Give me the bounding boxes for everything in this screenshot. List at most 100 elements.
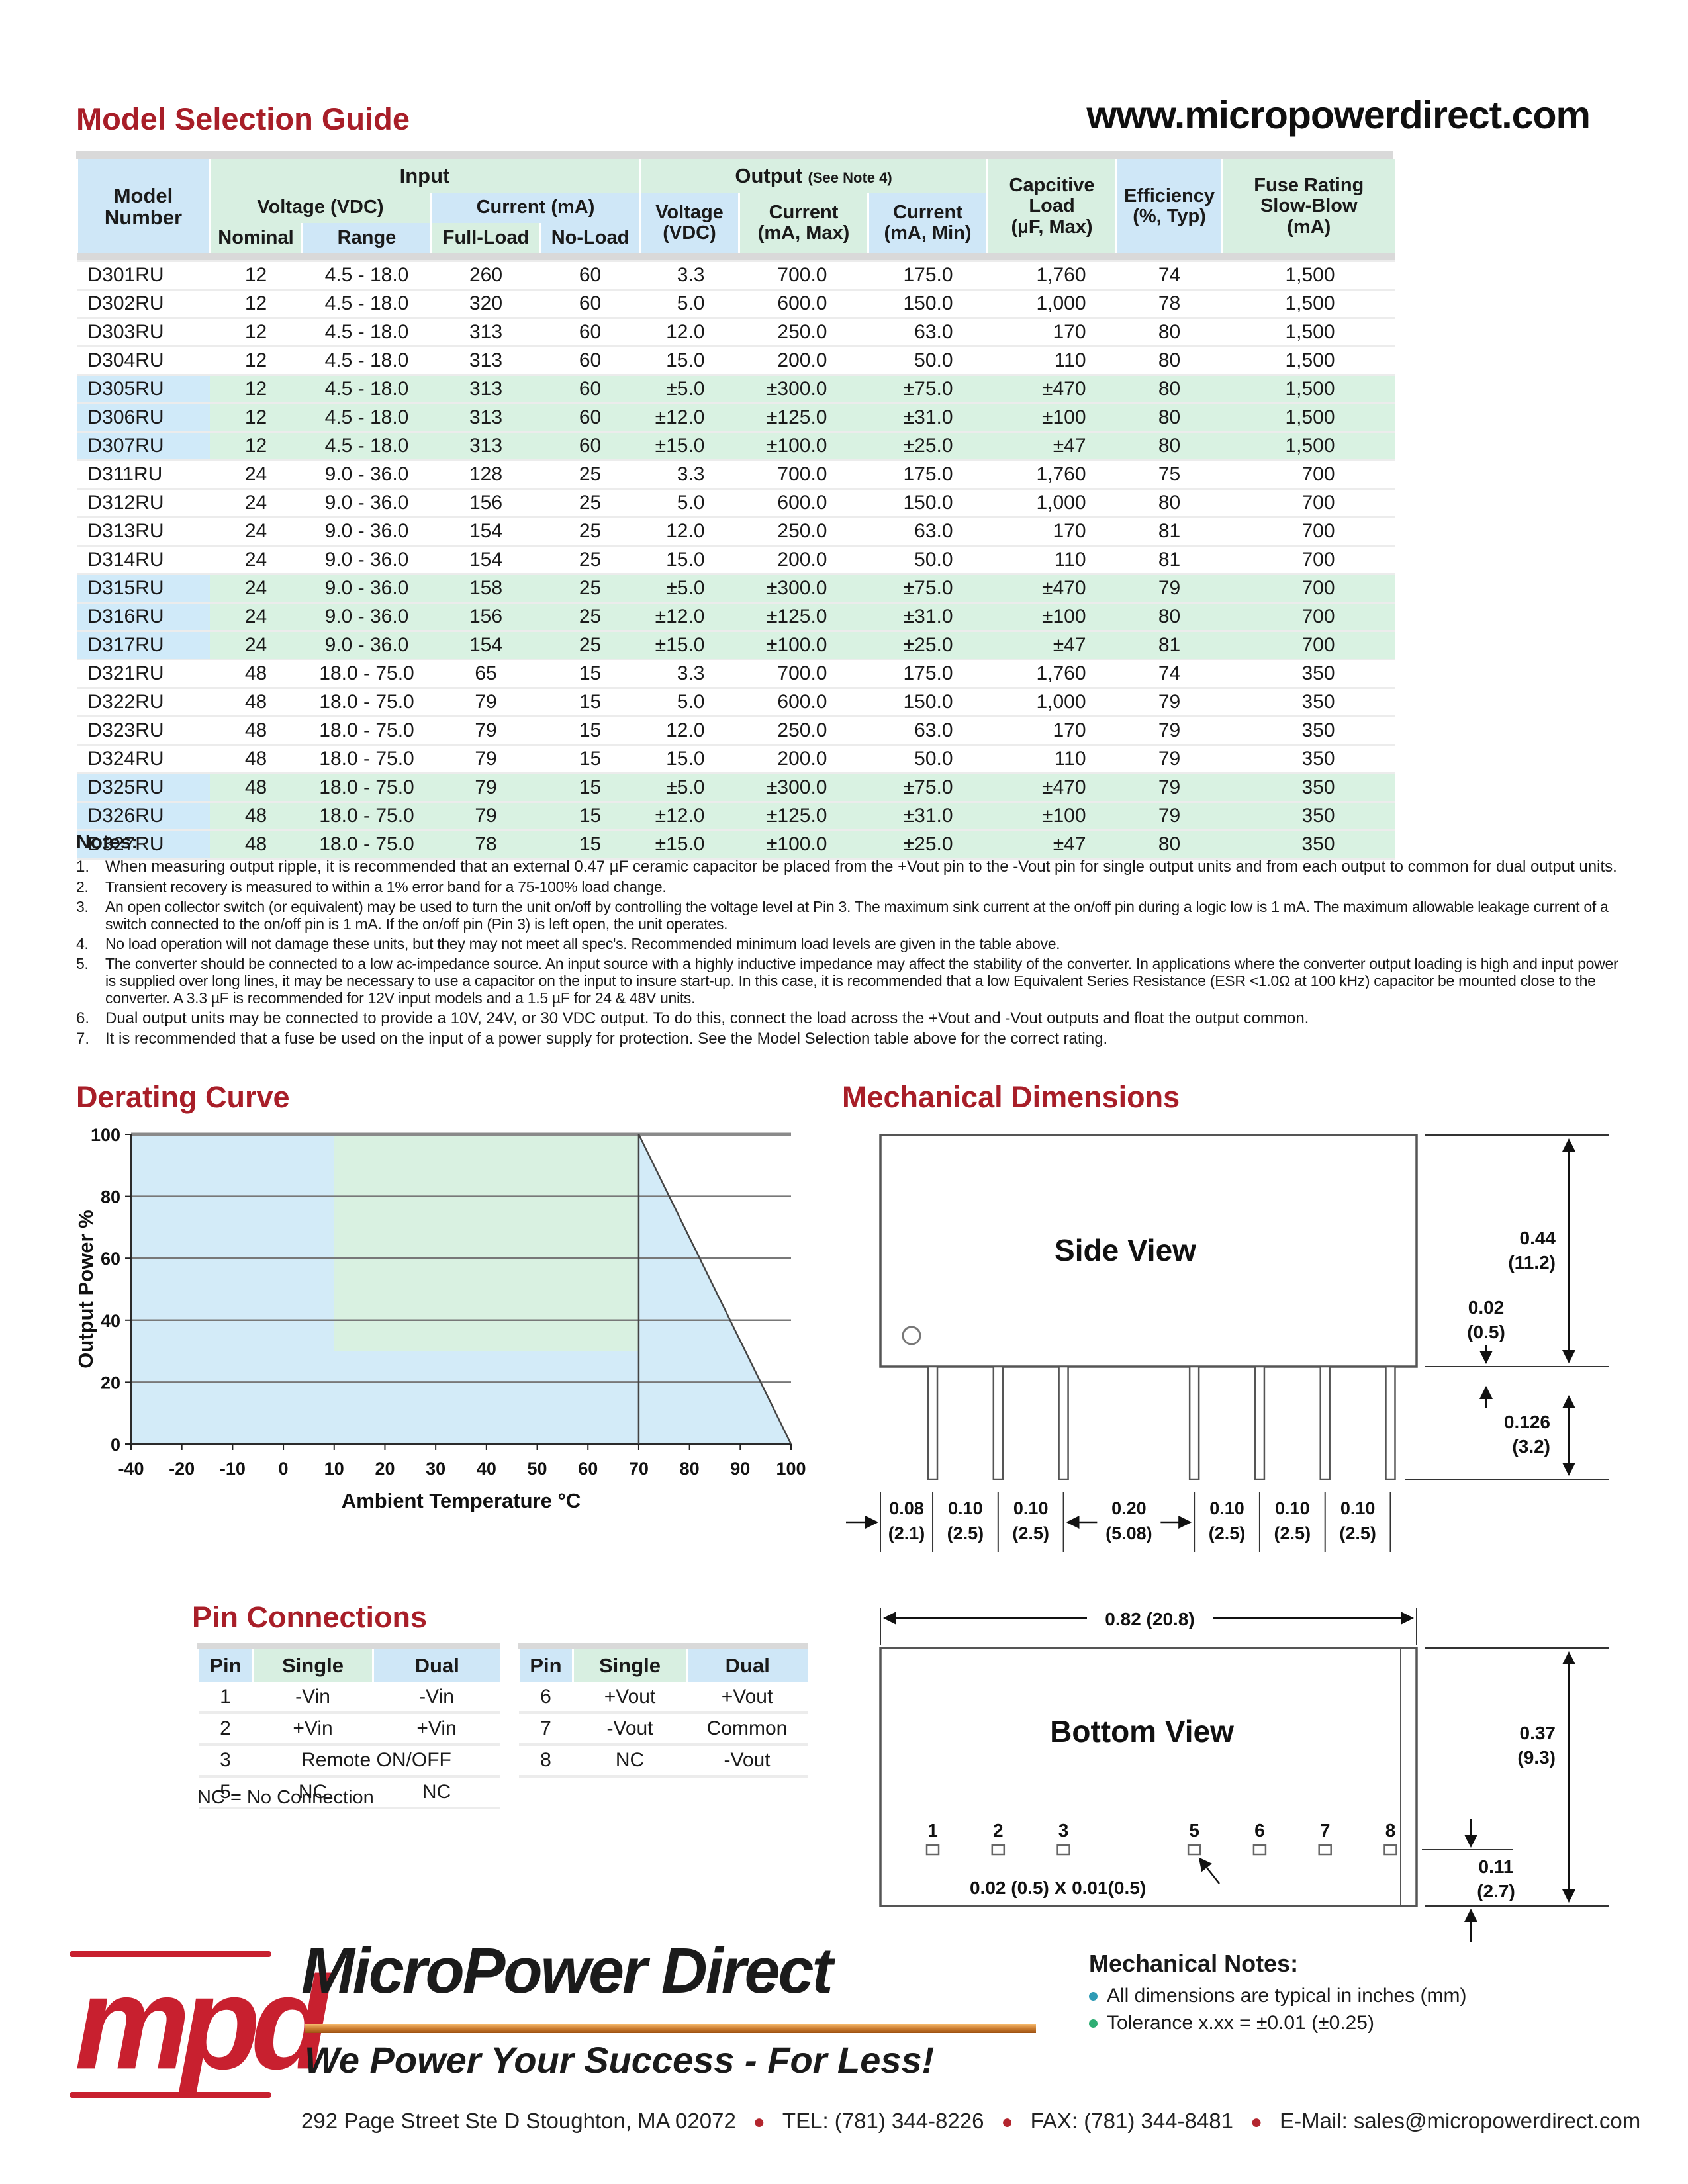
cell-ef: 81 [1116,631,1223,660]
svg-text:90: 90 [730,1459,750,1479]
note-1: 1. When measuring output ripple, it is re… [76,858,1618,876]
pin-function: NC [373,1776,500,1809]
pin-function: -Vout [573,1713,687,1746]
cell-vo: ±15.0 [639,830,739,860]
dim-pin-inset-in: 0.11 [1479,1856,1514,1877]
svg-text:1: 1 [927,1820,938,1841]
cell-vo: 12.0 [639,716,739,746]
cell-ef: 80 [1116,318,1223,347]
cell-m: D316RU [77,602,210,632]
cell-m: D317RU [77,631,210,660]
cell-vr: 4.5 - 18.0 [302,403,432,433]
cell-vo: 12.0 [639,318,739,347]
cell-fu: 1,500 [1222,261,1395,291]
bottom-view-label: Bottom View [1050,1714,1234,1749]
cell-vn: 24 [209,574,303,604]
brand-name: MicroPower Direct [301,1934,833,2007]
svg-text:(2.5): (2.5) [1274,1524,1311,1543]
cell-fu: 350 [1222,716,1395,746]
cell-imin: 50.0 [868,346,988,376]
cell-cl: 170 [987,318,1117,347]
cell-m: D327RU [77,830,210,860]
pin-table-right: Pin Single Dual 6 +Vout +Vout 7 -Vout Common 8… [518,1643,808,1778]
cell-vn: 24 [209,460,303,490]
cell-imax: 600.0 [739,289,868,319]
cell-ef: 79 [1116,801,1223,831]
side-view-drawing: Side View 0.44 (11.2) 0.02 (0.5) 0.126 (… [846,1134,1609,1552]
cell-fl: 313 [431,375,541,404]
svg-text:3: 3 [1058,1820,1069,1841]
pin-function: -Vin [252,1682,373,1714]
brand-tagline: We Power Your Success - For Less! [305,2039,935,2081]
cell-nl: 25 [540,574,640,604]
pin-function: +Vout [573,1682,687,1714]
notes-section: Notes: 1. When measuring output ripple, i… [76,831,1618,1050]
note-text: It is recommended that a fuse be used on… [105,1030,1108,1048]
address: 292 Page Street Ste D Stoughton, MA 0207… [301,2109,736,2133]
model-row-D313RU: D313RU 24 9.0 - 36.0 154 25 12.0 250.0 63.0 170 8… [77,517,1395,547]
cell-m: D314RU [77,545,210,575]
cell-imin: 150.0 [868,289,988,319]
cell-m: D322RU [77,688,210,717]
cell-vn: 24 [209,488,303,518]
bullet-dot-icon [1089,2019,1098,2028]
dim-case-height-in: 0.44 [1520,1228,1556,1248]
model-row-D326RU: D326RU 48 18.0 - 75.0 79 15 ±12.0 ±125.0 ±31.0 ±… [77,801,1395,831]
cell-fl: 154 [431,517,541,547]
note-text: Transient recovery is measured to within… [105,878,667,896]
cell-vo: 5.0 [639,488,739,518]
cell-ef: 75 [1116,460,1223,490]
bullet-dot-icon [1089,1992,1098,2001]
cell-ef: 80 [1116,375,1223,404]
svg-text:40: 40 [477,1459,496,1479]
dim-standoff-mm: (0.5) [1467,1322,1505,1342]
cell-vn: 48 [209,745,303,774]
cell-vn: 12 [209,403,303,433]
cell-vr: 18.0 - 75.0 [302,659,432,689]
cell-fu: 700 [1222,488,1395,518]
pin-function: -Vin [373,1682,500,1714]
cell-imin: ±25.0 [868,830,988,860]
cell-m: D323RU [77,716,210,746]
dim-pin-inset-mm: (2.7) [1477,1881,1515,1901]
cell-cl: ±47 [987,432,1117,461]
svg-text:60: 60 [101,1249,120,1269]
cell-imax: ±125.0 [739,602,868,632]
col-header-no-load: No-Load [539,223,640,253]
cell-fl: 313 [431,318,541,347]
svg-text:80: 80 [680,1459,700,1479]
cell-vr: 18.0 - 75.0 [302,773,432,803]
website-url: www.micropowerdirect.com [1086,93,1591,137]
cell-cl: 1,000 [987,289,1117,319]
cell-fu: 700 [1222,517,1395,547]
cell-fl: 156 [431,602,541,632]
cell-vr: 18.0 - 75.0 [302,801,432,831]
pin-function: NC [573,1745,687,1778]
cell-imin: ±75.0 [868,375,988,404]
svg-text:6: 6 [1254,1820,1265,1841]
cell-fu: 700 [1222,460,1395,490]
pin-connections-title: Pin Connections [192,1600,428,1634]
svg-text:(5.08): (5.08) [1105,1524,1152,1543]
pin-number: 5 [198,1776,253,1809]
svg-text:80: 80 [101,1187,120,1207]
cell-imin: ±75.0 [868,773,988,803]
cell-vr: 4.5 - 18.0 [302,375,432,404]
svg-text:Ambient Temperature °C: Ambient Temperature °C [342,1489,581,1512]
cell-vo: 3.3 [639,659,739,689]
model-row-D304RU: D304RU 12 4.5 - 18.0 313 60 15.0 200.0 50.0 110 8… [77,346,1395,376]
cell-vr: 9.0 - 36.0 [302,488,432,518]
pin-function: +Vin [252,1713,373,1746]
cell-fl: 79 [431,801,541,831]
model-row-D327RU: D327RU 48 18.0 - 75.0 78 15 ±15.0 ±100.0 ±25.0 ±… [77,830,1395,860]
cell-imax: 200.0 [739,346,868,376]
cell-vn: 12 [209,318,303,347]
cell-ef: 81 [1116,545,1223,575]
model-row-D324RU: D324RU 48 18.0 - 75.0 79 15 15.0 200.0 50.0 110 7… [77,745,1395,774]
note-5: 5. The converter should be connected to a… [76,955,1618,1007]
cell-nl: 60 [540,318,640,347]
model-row-D301RU: D301RU 12 4.5 - 18.0 260 60 3.3 700.0 175.0 1,76… [77,261,1395,291]
cell-imin: ±25.0 [868,432,988,461]
cell-vr: 9.0 - 36.0 [302,517,432,547]
pin-row-2: 2 +Vin +Vin [198,1713,500,1746]
